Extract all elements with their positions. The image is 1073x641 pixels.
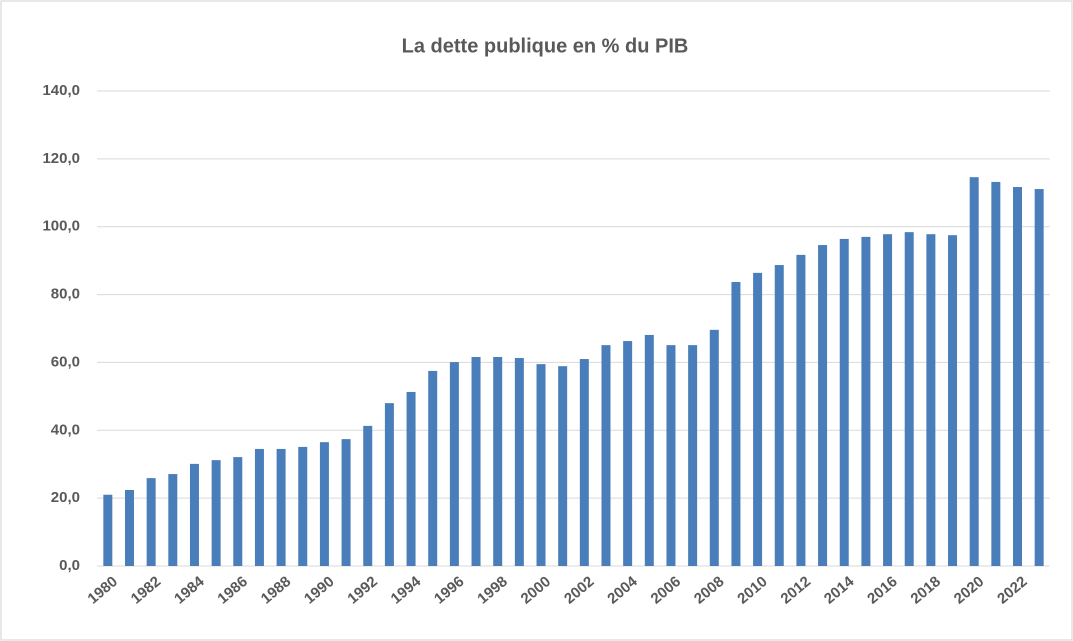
bar: [514, 358, 524, 566]
bar: [449, 362, 459, 566]
bar: [969, 177, 979, 566]
bar: [991, 181, 1001, 566]
bar: [103, 494, 113, 566]
bar: [384, 403, 394, 566]
bar: [363, 425, 373, 566]
bar: [211, 460, 221, 566]
bar: [146, 478, 156, 566]
y-tick-label: 60,0: [51, 353, 80, 370]
y-tick-label: 120,0: [42, 150, 80, 167]
bar: [341, 439, 351, 566]
bar: [579, 359, 589, 566]
bar: [319, 442, 329, 566]
bar: [1013, 187, 1023, 566]
bar: [926, 234, 936, 566]
bar: [774, 265, 784, 566]
bar: [839, 238, 849, 566]
bar: [948, 235, 958, 567]
bar: [558, 366, 568, 566]
y-tick-label: 140,0: [42, 82, 80, 99]
bar: [1034, 189, 1044, 566]
bar: [536, 364, 546, 566]
bar: [233, 457, 243, 566]
y-tick-label: 20,0: [51, 489, 80, 506]
bar: [298, 446, 308, 566]
bar: [818, 245, 828, 567]
y-tick-label: 40,0: [51, 421, 80, 438]
bar: [883, 234, 893, 566]
y-tick-label: 100,0: [42, 218, 80, 235]
bar: [904, 232, 914, 566]
bar: [644, 334, 654, 566]
bar: [861, 236, 871, 566]
chart-title: La dette publique en % du PIB: [402, 35, 689, 57]
bar: [796, 254, 806, 566]
bar: [254, 448, 264, 566]
y-tick-label: 0,0: [59, 557, 80, 574]
bar: [406, 391, 416, 566]
bar: [731, 282, 741, 566]
y-tick-label: 80,0: [51, 286, 80, 303]
bar: [709, 329, 719, 566]
bar: [471, 357, 481, 566]
bar: [666, 345, 676, 566]
bar: [601, 345, 611, 566]
bar: [189, 463, 199, 566]
bar: [168, 474, 178, 566]
bar: [623, 341, 633, 566]
bar: [276, 448, 286, 566]
bar: [124, 490, 134, 566]
bar: [493, 357, 503, 566]
bar: [753, 272, 763, 566]
bar: [428, 370, 438, 566]
bar: [688, 345, 698, 566]
